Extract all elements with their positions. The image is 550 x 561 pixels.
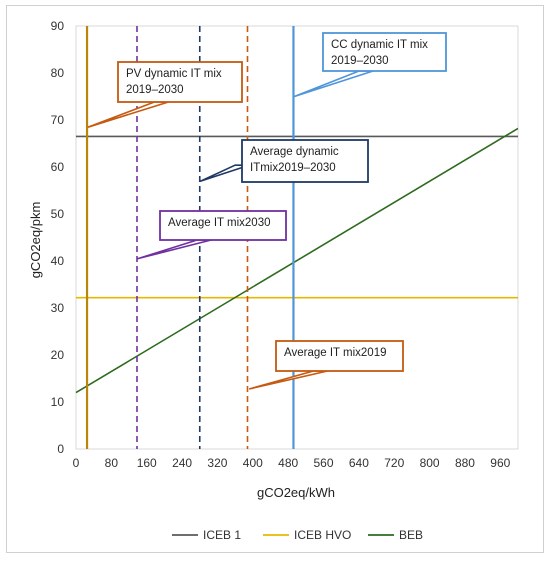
x-axis-title: gCO2eq/kWh bbox=[257, 485, 335, 500]
callout-text-line: Average IT mix2030 bbox=[168, 217, 271, 229]
x-tick-label: 320 bbox=[207, 456, 227, 470]
legend-label: ICEB HVO bbox=[294, 528, 351, 542]
x-tick-label: 240 bbox=[172, 456, 192, 470]
y-tick-label: 60 bbox=[51, 160, 65, 174]
x-tick-label: 0 bbox=[73, 456, 80, 470]
legend-label: ICEB 1 bbox=[203, 528, 241, 542]
y-tick-label: 80 bbox=[51, 66, 65, 80]
callout-5: Average IT mix2019 bbox=[248, 340, 404, 390]
legend-label: BEB bbox=[399, 528, 423, 542]
chart-frame bbox=[6, 5, 544, 553]
callout-text-line: CC dynamic IT mix bbox=[331, 39, 428, 51]
y-tick-label: 50 bbox=[51, 207, 65, 221]
y-tick-label: 10 bbox=[51, 395, 65, 409]
callout-box bbox=[159, 210, 287, 241]
callout-box bbox=[117, 61, 243, 103]
y-tick-label: 0 bbox=[57, 442, 64, 456]
callout-pointer bbox=[248, 370, 329, 390]
legend-item-3: BEB bbox=[368, 528, 423, 542]
callout-1: CC dynamic IT mix 2019–2030 bbox=[293, 32, 447, 98]
callout-4: Average IT mix2030 bbox=[137, 210, 287, 260]
callout-text-line: ITmix2019–2030 bbox=[250, 162, 336, 174]
callout-box bbox=[275, 340, 404, 372]
x-tick-label: 400 bbox=[243, 456, 263, 470]
x-tick-label: 800 bbox=[420, 456, 440, 470]
callout-text-line: Average dynamic bbox=[250, 146, 339, 158]
callout-pointer bbox=[293, 70, 374, 98]
callout-text-line: 2019–2030 bbox=[331, 55, 389, 67]
x-tick-label: 640 bbox=[349, 456, 369, 470]
x-tick-label: 560 bbox=[314, 456, 334, 470]
callout-box bbox=[322, 32, 447, 72]
x-tick-label: 480 bbox=[278, 456, 298, 470]
callout-box bbox=[241, 139, 369, 183]
legend-item-1: ICEB 1 bbox=[172, 528, 241, 542]
series-line-3 bbox=[75, 127, 519, 394]
y-tick-label: 30 bbox=[51, 301, 65, 315]
callout-text-line: 2019–2030 bbox=[126, 84, 184, 96]
y-tick-label: 70 bbox=[51, 113, 65, 127]
plot-area bbox=[75, 25, 519, 450]
callout-pointer bbox=[87, 101, 170, 128]
callout-text-line: Average IT mix2019 bbox=[284, 347, 387, 359]
x-tick-label: 880 bbox=[455, 456, 475, 470]
x-tick-label: 960 bbox=[490, 456, 510, 470]
y-tick-label: 90 bbox=[51, 19, 65, 33]
y-axis-title: gCO2eq/pkm bbox=[28, 202, 43, 279]
x-tick-label: 80 bbox=[105, 456, 119, 470]
y-tick-label: 20 bbox=[51, 348, 65, 362]
callout-text-line: PV dynamic IT mix bbox=[126, 68, 222, 80]
y-tick-label: 40 bbox=[51, 254, 65, 268]
callout-3: Average dynamic ITmix2019–2030 bbox=[199, 139, 369, 183]
x-tick-label: 720 bbox=[384, 456, 404, 470]
x-tick-label: 160 bbox=[137, 456, 157, 470]
legend-item-2: ICEB HVO bbox=[263, 528, 351, 542]
callout-2: PV dynamic IT mix 2019–2030 bbox=[87, 61, 243, 128]
